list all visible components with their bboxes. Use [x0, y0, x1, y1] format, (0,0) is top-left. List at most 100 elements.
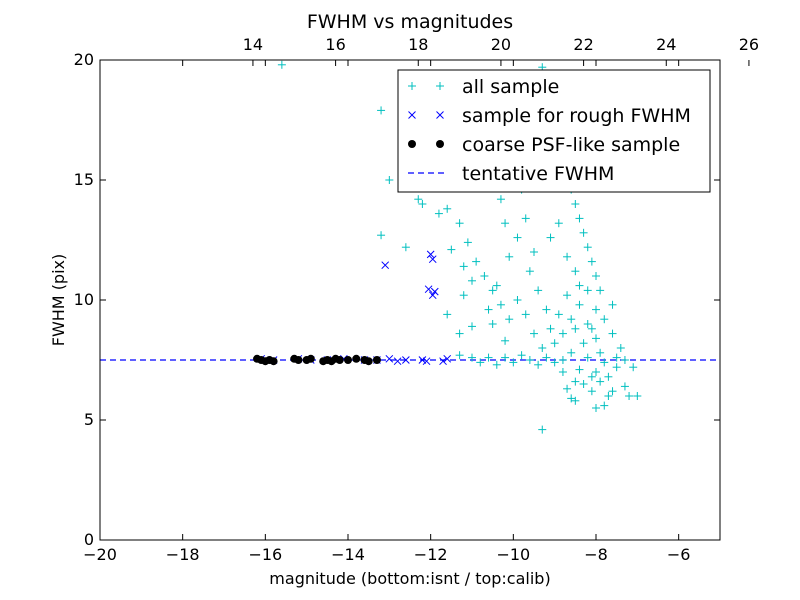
all-sample-point: [468, 353, 476, 362]
x-tick-label: −20: [83, 545, 117, 564]
all-sample-point: [434, 209, 443, 218]
y-tick-label: 10: [74, 290, 94, 309]
all-sample-point: [546, 233, 555, 242]
all-sample-point: [459, 291, 468, 300]
all-sample-point: [377, 106, 386, 115]
y-tick-label: 20: [74, 50, 94, 69]
all-sample-point: [583, 243, 592, 252]
all-sample-point: [583, 320, 592, 328]
all-sample-point: [521, 310, 530, 319]
x-tick-label: −6: [667, 545, 691, 564]
all-sample-point: [414, 195, 423, 204]
top-tick-label: 14: [243, 35, 263, 54]
all-sample-point: [620, 356, 629, 364]
legend-item: tentative FWHM: [408, 163, 614, 185]
rough-sample-point: [426, 250, 435, 259]
rough-sample-point: [393, 357, 402, 366]
all-sample-point: [567, 348, 576, 357]
legend-marker: [436, 111, 444, 119]
all-sample-point: [600, 358, 609, 367]
legend-item: sample for rough FWHM: [408, 105, 691, 127]
all-sample-point: [558, 368, 567, 376]
legend-box: [397, 69, 711, 193]
marker-d2: [408, 111, 416, 119]
all-sample-point: [488, 286, 497, 295]
marker-d2: [426, 250, 435, 259]
all-sample-point: [525, 267, 534, 276]
all-sample-point: [563, 291, 572, 300]
all-sample-point: [447, 245, 456, 254]
all-sample-point: [525, 356, 534, 364]
psf-sample-point: [372, 356, 381, 364]
all-sample-point: [554, 219, 563, 228]
all-sample-point: [571, 267, 580, 276]
all-sample-point: [534, 360, 543, 369]
all-sample-point: [587, 372, 596, 381]
all-sample-point: [542, 305, 551, 314]
all-sample-point: [575, 281, 584, 290]
legend-label: sample for rough FWHM: [462, 105, 691, 127]
marker-d2: [381, 261, 390, 270]
all-sample-point: [583, 286, 592, 295]
psf-sample-point: [269, 357, 278, 366]
all-sample-point: [418, 200, 427, 208]
legend-item: coarse PSF-like sample: [408, 134, 680, 156]
all-sample-point: [455, 351, 464, 360]
marker-d2: [418, 356, 427, 364]
y-tick-label: 0: [84, 530, 94, 549]
top-tick-label: 20: [491, 35, 511, 54]
x-tick-label: −14: [331, 545, 365, 564]
legend-label: all sample: [462, 76, 559, 98]
all-sample-point: [587, 387, 596, 396]
all-sample-point: [608, 300, 617, 309]
marker-d2: [439, 357, 447, 366]
all-sample-point: [596, 348, 605, 357]
all-sample-point: [571, 377, 580, 386]
all-sample-point: [480, 272, 489, 280]
all-sample-point: [550, 339, 559, 348]
all-sample-point: [472, 257, 481, 266]
rough-sample-point: [430, 287, 439, 296]
all-sample-point: [592, 334, 600, 343]
all-sample-point: [443, 310, 452, 319]
all-sample-point: [496, 300, 505, 309]
marker-d2: [385, 354, 394, 363]
all-sample-point: [554, 310, 563, 319]
all-sample-point: [633, 392, 642, 400]
marker-d2: [424, 285, 433, 294]
y-tick-label: 5: [84, 410, 94, 429]
psf-sample-point: [335, 356, 344, 364]
all-sample-point: [550, 358, 559, 367]
all-sample-point: [459, 262, 468, 271]
all-sample-point: [620, 382, 629, 391]
all-sample-point: [401, 243, 410, 252]
legend-marker: [436, 82, 444, 90]
all-sample-point: [587, 324, 596, 333]
all-sample-point: [575, 214, 584, 223]
y-tick-label: 15: [74, 170, 94, 189]
top-tick-label: 24: [656, 35, 676, 54]
all-sample-point: [563, 252, 572, 261]
all-sample-point: [484, 353, 493, 362]
all-sample-point: [501, 336, 510, 345]
all-sample-point: [492, 281, 501, 290]
all-sample-point: [608, 387, 617, 396]
all-sample-point: [558, 329, 567, 338]
all-sample-point: [505, 252, 514, 261]
all-sample-point: [608, 329, 617, 338]
rough-sample-point: [428, 291, 437, 300]
all-sample-point: [563, 384, 572, 393]
all-sample-point: [604, 392, 613, 400]
all-sample-point: [567, 315, 576, 324]
all-sample-point: [488, 320, 497, 328]
all-sample-point: [538, 425, 547, 434]
legend-label: tentative FWHM: [462, 163, 614, 185]
top-tick-label: 22: [573, 35, 593, 54]
all-sample-point: [575, 300, 584, 309]
legend-item: all sample: [408, 76, 559, 98]
all-sample-point: [505, 315, 514, 324]
all-sample-point: [513, 233, 522, 242]
all-sample-point: [455, 329, 464, 338]
all-sample-point: [530, 248, 538, 256]
